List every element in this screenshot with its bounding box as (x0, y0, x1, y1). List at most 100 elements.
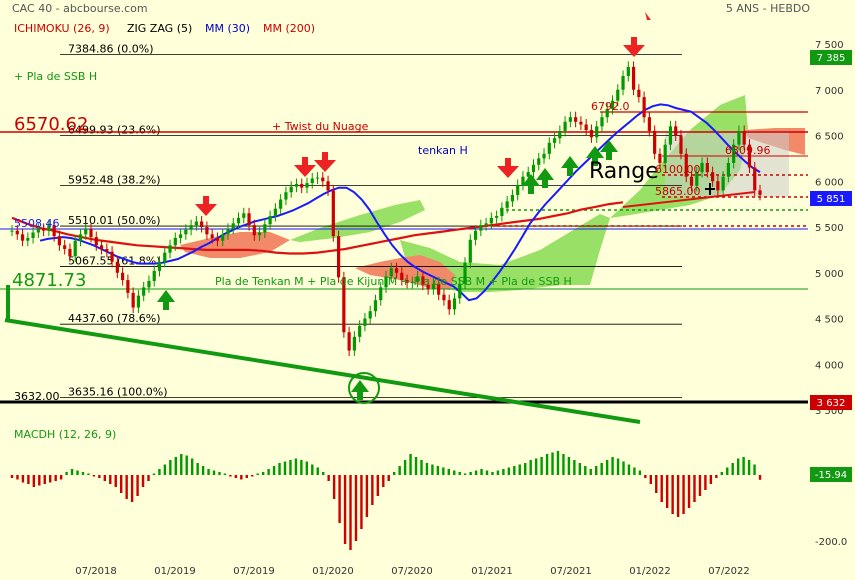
macd-bar (463, 473, 467, 475)
macd-bar (736, 458, 740, 475)
price-bar-body (205, 227, 209, 235)
price-bar-body (163, 252, 167, 262)
price-bar-body (215, 237, 220, 241)
price-bar-body (231, 223, 235, 229)
price-bar-body (221, 234, 225, 241)
macd-bar (704, 475, 707, 490)
x-tick-3: 01/2020 (312, 566, 354, 577)
macd-bar (545, 454, 549, 475)
macd-bar (502, 469, 505, 475)
macd-bar (49, 475, 52, 483)
macd-bar (507, 467, 511, 475)
macd-bar (529, 460, 532, 475)
price-bar-body (416, 276, 420, 282)
price-bar-body (42, 228, 46, 231)
price-bar-body (505, 201, 509, 208)
macd-bar (600, 463, 603, 475)
price-bar-body (695, 172, 699, 186)
macd-bar (403, 460, 407, 475)
macd-bar (32, 475, 36, 487)
buy-arrow-5 (561, 156, 579, 176)
price-bar-body (484, 223, 488, 226)
macd-bar (458, 472, 461, 475)
price-bar-body (468, 239, 472, 263)
macd-bar (485, 470, 489, 475)
price-bar-body (31, 232, 35, 238)
price-bars (10, 61, 762, 357)
macd-bar (715, 475, 718, 478)
price-bar-body (400, 272, 404, 281)
macd-bar (409, 454, 412, 475)
price-bar-body (647, 117, 651, 131)
macd-bar (327, 475, 330, 481)
price-bar-body (36, 228, 40, 233)
macd-bar (212, 470, 216, 475)
price-bar-body (705, 162, 709, 173)
price-bar-body (347, 332, 351, 351)
price-bar-body (426, 284, 430, 290)
price-bar-body (136, 295, 141, 308)
price-bar-body (52, 225, 56, 237)
price-bar-body (373, 300, 378, 312)
price-bar-body (178, 234, 183, 238)
price-bar-body (26, 237, 30, 241)
macd-bar (589, 469, 592, 475)
y-tick-2: 6 500 (815, 132, 844, 143)
macd-bar (578, 463, 582, 475)
price-bar-body (668, 126, 673, 145)
macd-bar (453, 470, 456, 475)
price-bar-body (84, 228, 88, 235)
price-bar-body (663, 144, 667, 163)
top-marker-label: 7 385 (817, 53, 846, 64)
buy-arrow-6 (586, 146, 604, 166)
x-tick-4: 07/2020 (391, 566, 433, 577)
macd-bar (753, 464, 756, 475)
macd-bar (272, 466, 276, 475)
price-bar-body (637, 89, 641, 98)
macd-bar (92, 475, 96, 477)
macd-bar (294, 458, 298, 475)
macd-bar (436, 466, 440, 475)
label-3632: 3632.00 (14, 390, 60, 403)
macd-bar (109, 475, 112, 484)
label-6570: 6570.62 (14, 114, 88, 135)
price-bar-body (747, 144, 752, 168)
price-bar-body (579, 121, 583, 125)
macd-bar (289, 460, 292, 475)
macd-bar (343, 475, 347, 544)
sell-arrow-2 (294, 157, 316, 177)
price-bar-body (247, 213, 251, 226)
price-bar-body (758, 190, 762, 195)
macd-bar (283, 461, 287, 475)
macd-bar (251, 475, 254, 477)
macd-bar (431, 464, 434, 475)
y-tick-8: 3 500 (815, 406, 844, 417)
macd-bar (682, 475, 685, 514)
macd-bar (207, 469, 210, 475)
macd-bar (147, 475, 150, 481)
price-bar-body (89, 228, 93, 238)
y-tick-7: 4 000 (815, 360, 844, 371)
price-bar-body (73, 240, 77, 257)
price-bar-body (257, 232, 262, 236)
price-bar-body (653, 130, 657, 154)
price-bar-body (600, 117, 604, 127)
price-bar-body (721, 176, 725, 191)
macd-bar (474, 470, 478, 475)
price-bar-body (621, 76, 625, 90)
macd-bar (119, 475, 123, 493)
price-bar-body (173, 237, 177, 246)
macd-bar (562, 454, 565, 475)
macd-bar (103, 475, 107, 481)
price-bar-body (94, 237, 98, 246)
macd-last-box (810, 467, 852, 482)
indicator-mm30: MM (30) (205, 22, 250, 35)
macd-bar (223, 473, 227, 475)
price-bar-body (605, 108, 609, 118)
macd-bar (130, 475, 134, 502)
price-bar-body (716, 181, 720, 191)
indicator-zigzag: ZIG ZAG (5) (127, 22, 192, 35)
price-axis: 7 500 7 000 6 500 6 000 5 500 5 000 4 500 4 000… (815, 40, 844, 417)
x-tick-1: 01/2019 (154, 566, 196, 577)
y-tick-1: 7 000 (815, 86, 844, 97)
